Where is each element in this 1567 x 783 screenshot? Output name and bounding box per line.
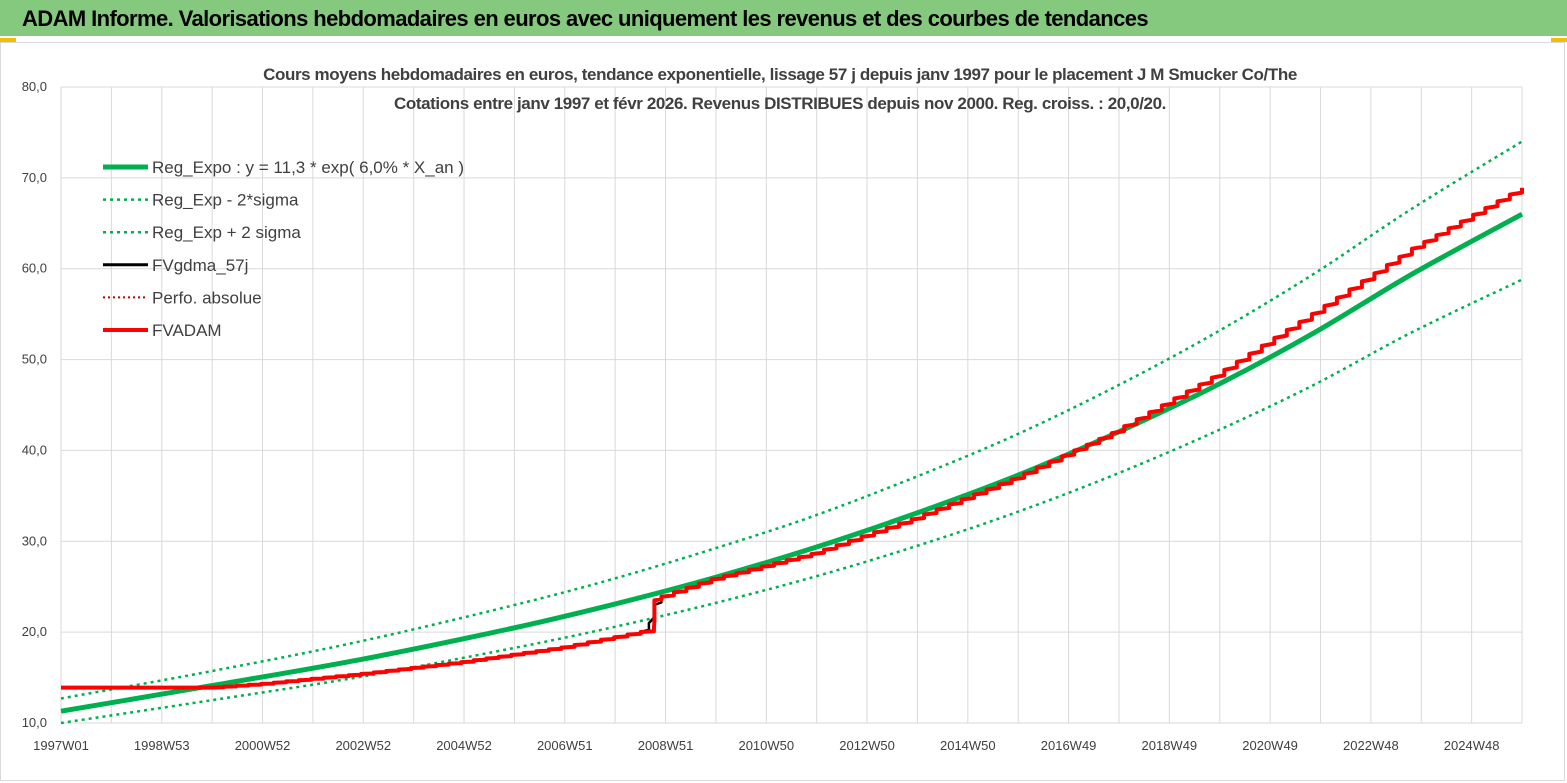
y-tick-label: 60,0 bbox=[22, 261, 47, 276]
x-tick-label: 2000W52 bbox=[235, 738, 291, 753]
y-axis-ticks: 10,0 20,0 30,0 40,0 50,0 60,0 70,0 80,0 bbox=[22, 79, 47, 730]
x-tick-label: 2012W50 bbox=[839, 738, 895, 753]
legend-label: Reg_Expo : y = 11,3 * exp( 6,0% * X_an ) bbox=[152, 158, 464, 177]
x-tick-label: 2002W52 bbox=[335, 738, 391, 753]
x-tick-label: 2022W48 bbox=[1343, 738, 1399, 753]
legend-label: FVADAM bbox=[152, 321, 222, 340]
x-tick-label: 2018W49 bbox=[1142, 738, 1198, 753]
corner-marker-left bbox=[0, 38, 16, 42]
grid-lines bbox=[60, 86, 1523, 724]
y-tick-label: 40,0 bbox=[22, 442, 47, 457]
series-group bbox=[60, 140, 1524, 725]
legend-label: Reg_Exp + 2 sigma bbox=[152, 223, 301, 242]
x-axis-ticks: 1997W01 1998W53 2000W52 2002W52 2004W52 2006W… bbox=[33, 738, 1499, 753]
x-tick-label: 1998W53 bbox=[134, 738, 190, 753]
y-tick-label: 10,0 bbox=[22, 715, 47, 730]
series-fvgdma bbox=[61, 187, 1524, 689]
x-tick-label: 2010W50 bbox=[738, 738, 794, 753]
y-tick-label: 30,0 bbox=[22, 533, 47, 548]
y-tick-label: 20,0 bbox=[22, 624, 47, 639]
series-fvadam bbox=[61, 187, 1524, 690]
y-tick-label: 70,0 bbox=[22, 170, 47, 185]
legend-label: Reg_Exp - 2*sigma bbox=[152, 191, 299, 210]
x-tick-label: 2014W50 bbox=[940, 738, 996, 753]
x-tick-label: 2008W51 bbox=[638, 738, 694, 753]
legend-label: Perfo. absolue bbox=[152, 288, 262, 307]
chart-frame bbox=[0, 42, 1565, 781]
series-reg-expo bbox=[60, 212, 1524, 714]
report-title: ADAM Informe. Valorisations hebdomadaire… bbox=[22, 6, 1149, 31]
report-banner: ADAM Informe. Valorisations hebdomadaire… bbox=[0, 0, 1567, 38]
corner-marker-right bbox=[1551, 38, 1567, 42]
legend: Reg_Expo : y = 11,3 * exp( 6,0% * X_an )… bbox=[103, 158, 464, 340]
y-tick-label: 80,0 bbox=[22, 79, 47, 94]
x-tick-label: 2020W49 bbox=[1242, 738, 1298, 753]
series-reg-exp-minus bbox=[60, 278, 1523, 725]
x-tick-label: 2016W49 bbox=[1041, 738, 1097, 753]
y-tick-label: 50,0 bbox=[22, 352, 47, 367]
x-tick-label: 2004W52 bbox=[436, 738, 492, 753]
x-tick-label: 1997W01 bbox=[33, 738, 89, 753]
chart-subtitle: Cotations entre janv 1997 et févr 2026. … bbox=[394, 94, 1166, 113]
legend-label: FVgdma_57j bbox=[152, 256, 248, 275]
chart-title: Cours moyens hebdomadaires en euros, ten… bbox=[263, 65, 1297, 84]
x-tick-label: 2024W48 bbox=[1444, 738, 1500, 753]
x-tick-label: 2006W51 bbox=[537, 738, 593, 753]
